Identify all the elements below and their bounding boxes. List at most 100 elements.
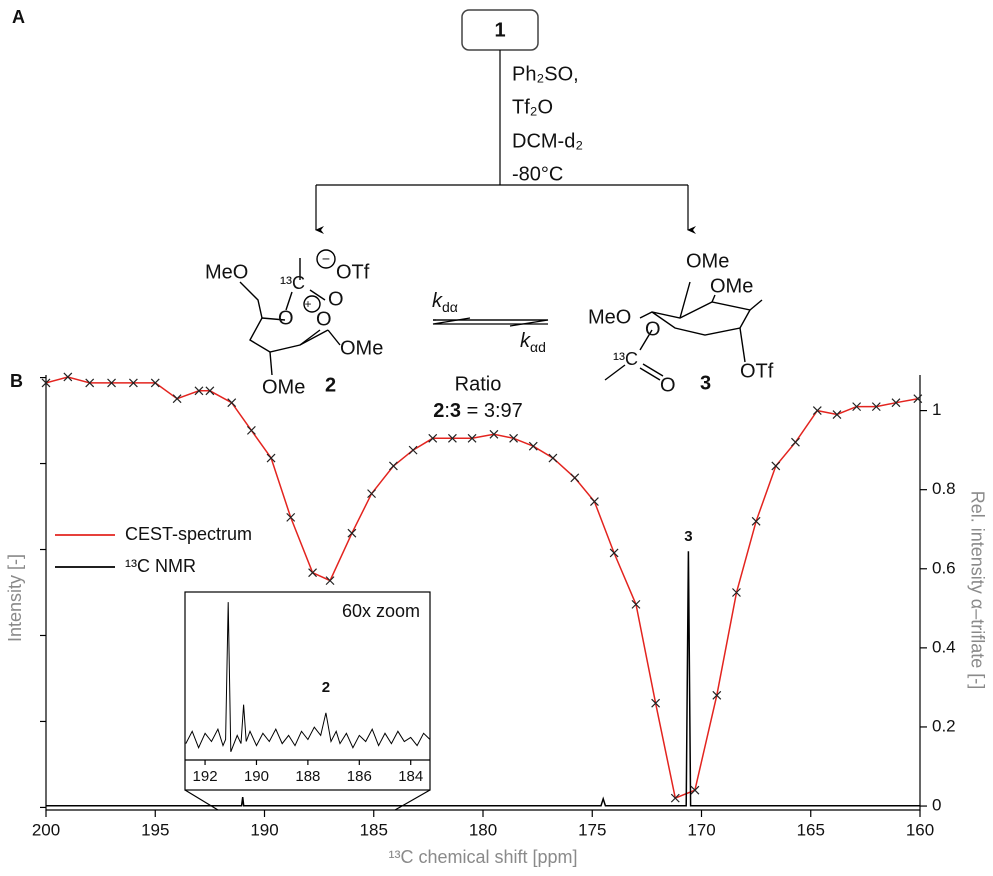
marker xyxy=(871,402,881,412)
atom-label: O xyxy=(328,288,344,310)
marker xyxy=(771,461,781,471)
marker xyxy=(172,394,182,404)
legend-label: ¹³C NMR xyxy=(125,556,196,576)
marker xyxy=(489,429,499,439)
marker xyxy=(467,433,477,443)
marker xyxy=(447,433,457,443)
marker xyxy=(128,378,138,388)
panel-label: B xyxy=(10,371,23,391)
line xyxy=(46,551,920,807)
marker xyxy=(286,512,296,522)
y2-axis-title: Rel. intensity α–triflate [-] xyxy=(967,491,987,689)
reagent: Ph₂SO, xyxy=(512,63,579,85)
atom-label: ¹³C xyxy=(613,349,638,369)
marker xyxy=(651,698,661,708)
zoom-lines xyxy=(184,789,431,811)
inset-title: 60x zoom xyxy=(342,601,420,621)
y2-tick-label: 0.8 xyxy=(932,479,956,498)
x-tick-label: 165 xyxy=(797,820,825,839)
atom-label: ¹³C xyxy=(280,273,305,293)
k: k xyxy=(520,330,531,352)
marker xyxy=(347,528,357,538)
y2-tick-label: 0.6 xyxy=(932,558,956,577)
inset-frame xyxy=(184,591,431,791)
marker xyxy=(751,516,761,526)
marker xyxy=(266,453,276,463)
marker xyxy=(63,372,73,382)
reagent: -80°C xyxy=(512,163,563,185)
marker xyxy=(205,386,215,396)
marker xyxy=(670,793,680,803)
marker xyxy=(570,473,580,483)
ratio-part: = 3:97 xyxy=(461,400,523,422)
x-tick-label: 190 xyxy=(250,820,278,839)
marker xyxy=(150,378,160,388)
marker xyxy=(408,445,418,455)
ratio-label: Ratio xyxy=(455,373,502,395)
line xyxy=(45,376,918,800)
marker xyxy=(308,568,317,578)
marker xyxy=(107,378,116,388)
scheme-arrows xyxy=(315,50,696,327)
marker xyxy=(590,497,599,506)
x-tick-label: 160 xyxy=(906,820,934,839)
reagent: Tf₂O xyxy=(512,96,553,118)
atom-label: OMe xyxy=(686,250,729,272)
charge: + xyxy=(304,297,311,311)
marker xyxy=(812,406,822,416)
atom-label: O xyxy=(645,318,661,340)
x-tick-label: 190 xyxy=(244,768,269,785)
marker xyxy=(631,599,641,609)
atom-label: OTf xyxy=(740,360,774,382)
compound-number: 3 xyxy=(700,372,711,394)
atom-label: OMe xyxy=(340,337,383,359)
y-axis-title: Intensity [-] xyxy=(5,554,25,642)
marker xyxy=(428,433,438,443)
rate-constant: kdα xyxy=(432,290,458,314)
k-sub: dα xyxy=(442,299,458,315)
marker xyxy=(388,461,398,471)
x-tick-label: 185 xyxy=(360,820,388,839)
legend-label: CEST-spectrum xyxy=(125,524,252,544)
k-sub: αd xyxy=(530,339,546,355)
atom-label: OMe xyxy=(710,275,753,297)
x-tick-label: 180 xyxy=(469,820,497,839)
atom-label: OTf xyxy=(336,261,370,283)
axes xyxy=(45,375,921,811)
marker xyxy=(194,386,204,396)
marker xyxy=(509,433,519,443)
atom-label: O xyxy=(278,307,294,329)
marker xyxy=(367,489,376,499)
x-tick-label: 186 xyxy=(347,768,372,785)
x-tick-label: 188 xyxy=(295,768,320,785)
structure-3-bonds xyxy=(604,281,763,381)
atom-label: MeO xyxy=(588,306,631,328)
marker xyxy=(852,402,862,412)
line xyxy=(185,602,431,752)
y2-tick-label: 1 xyxy=(932,400,941,419)
annotation: 3 xyxy=(684,528,692,545)
marker xyxy=(712,690,722,700)
x-tick-label: 175 xyxy=(578,820,606,839)
atom-label: MeO xyxy=(205,261,248,283)
marker xyxy=(791,437,800,447)
marker xyxy=(227,398,237,408)
ratio-part: 3 xyxy=(450,400,461,422)
reagent: DCM-d₂ xyxy=(512,130,583,152)
atom-label: O xyxy=(316,308,332,330)
marker xyxy=(690,785,700,795)
x-tick-label: 170 xyxy=(687,820,715,839)
marker xyxy=(85,378,95,388)
ratio: 2:3 = 3:97 xyxy=(433,400,523,422)
marker xyxy=(41,378,51,388)
y2-tick-label: 0.2 xyxy=(932,716,956,735)
marker xyxy=(891,398,901,408)
compound-number: 2 xyxy=(325,374,336,396)
marker xyxy=(609,548,619,558)
marker xyxy=(246,425,256,435)
atom-label: OMe xyxy=(262,376,305,398)
marker xyxy=(528,441,538,451)
x-tick-label: 184 xyxy=(398,768,423,785)
marker xyxy=(913,394,923,404)
